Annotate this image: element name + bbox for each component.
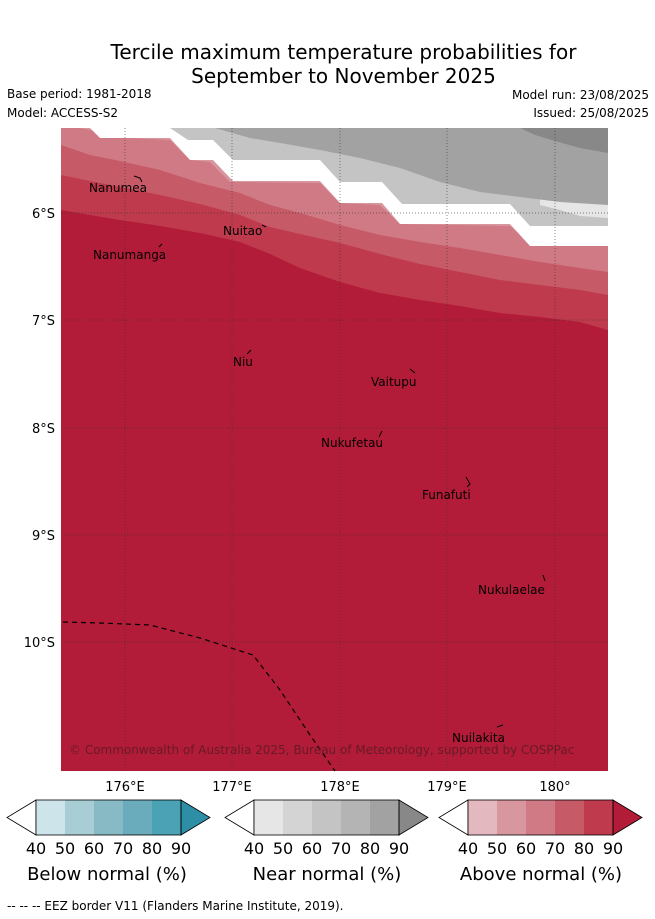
probability-bands (61, 128, 608, 771)
colorbar-outline (467, 799, 614, 836)
below-normal-label: Below normal (%) (27, 864, 187, 885)
island-label: Nanumea (89, 181, 147, 195)
colorbar-outline (35, 799, 182, 836)
colorbar-tick-label: 60 (516, 839, 536, 858)
island-label: Nanumanga (93, 248, 166, 262)
colorbar-segment (152, 800, 181, 835)
colorbar-low-extension (6, 799, 37, 836)
latitude-labels: 6°S 7°S 8°S 9°S 10°S (24, 207, 55, 651)
graticule (61, 128, 608, 771)
colorbar-tick-label: 70 (331, 839, 351, 858)
colorbar-legends: 40 50 60 70 80 90 40 50 60 70 80 90 40 50 60 70 80 90 (6, 799, 643, 858)
colorbar-tick-label: 50 (487, 839, 507, 858)
lon-label: 177°E (212, 780, 252, 795)
colorbar: 40 50 60 70 80 90 (438, 799, 643, 858)
island-label: Nuitao (223, 224, 262, 238)
colorbar-segment (94, 800, 123, 835)
colorbar-tick-label: 70 (545, 839, 565, 858)
lon-label: 176°E (105, 780, 145, 795)
colorbar: 40 50 60 70 80 90 (224, 799, 429, 858)
colorbar-segment (36, 800, 65, 835)
island-label: Vaitupu (371, 375, 417, 389)
colorbar-segment (283, 800, 312, 835)
map-title: Tercile maximum temperature probabilitie… (0, 40, 655, 88)
colorbar-segment (341, 800, 370, 835)
colorbar-tick-label: 50 (55, 839, 75, 858)
island-label: Funafuti (422, 488, 471, 502)
near-normal-label: Near normal (%) (252, 864, 402, 885)
island-label: Nukulaelae (478, 583, 545, 597)
title-line-1: Tercile maximum temperature probabilitie… (110, 40, 577, 64)
lat-label: 10°S (24, 636, 55, 651)
title-line-2: September to November 2025 (191, 64, 496, 88)
lat-label: 6°S (32, 207, 55, 222)
lon-label: 178°E (320, 780, 360, 795)
colorbar-segment (312, 800, 341, 835)
colorbar-tick-label: 40 (244, 839, 264, 858)
colorbar-high-extension (180, 799, 211, 836)
colorbar-tick-label: 90 (603, 839, 623, 858)
near-normal-80-band (520, 128, 608, 153)
island-label: Nukufetau (321, 436, 383, 450)
longitude-labels: 176°E 177°E 178°E 179°E 180° (105, 780, 570, 795)
colorbar-segment (65, 800, 94, 835)
colorbar-low-extension (438, 799, 469, 836)
near-normal-70-band (215, 128, 608, 205)
model-name: Model: ACCESS-S2 (7, 106, 119, 120)
colorbar-segment (526, 800, 555, 835)
lon-label: 180° (539, 780, 570, 795)
model-run: Model run: 23/08/2025 (511, 88, 649, 102)
colorbar-segment (584, 800, 613, 835)
lon-label: 179°E (427, 780, 467, 795)
colorbar-tick-label: 50 (273, 839, 293, 858)
colorbar-high-extension (398, 799, 429, 836)
lat-label: 7°S (32, 314, 55, 329)
colorbar-tick-label: 60 (84, 839, 104, 858)
colorbar-tick-label: 40 (458, 839, 478, 858)
eez-border (62, 621, 336, 772)
colorbar-tick-label: 80 (574, 839, 594, 858)
colorbar-tick-label: 90 (171, 839, 191, 858)
above-normal-label: Above normal (%) (459, 864, 623, 885)
colorbar-segment (555, 800, 584, 835)
island-labels: Nanumea Nuitao Nanumanga Niu Vaitupu Nuk… (89, 181, 545, 745)
issued-date: Issued: 25/08/2025 (533, 106, 649, 120)
colorbar-segment (370, 800, 399, 835)
colorbar-outline (253, 799, 400, 836)
colorbar-tick-label: 80 (360, 839, 380, 858)
colorbar-segment (468, 800, 497, 835)
colorbar-segment (254, 800, 283, 835)
base-period: Base period: 1981-2018 (7, 87, 152, 101)
colorbar-tick-label: 70 (113, 839, 133, 858)
island-label: Niu (233, 355, 253, 369)
colorbar-tick-label: 90 (389, 839, 409, 858)
copyright-notice: © Commonwealth of Australia 2025, Bureau… (69, 743, 574, 757)
colorbar-tick-label: 60 (302, 839, 322, 858)
island-outlines (133, 175, 546, 728)
lat-label: 9°S (32, 529, 55, 544)
colorbar-low-extension (224, 799, 255, 836)
island-label: Nuilakita (452, 731, 505, 745)
colorbar-tick-label: 40 (26, 839, 46, 858)
lat-label: 8°S (32, 422, 55, 437)
colorbar-high-extension (612, 799, 643, 836)
colorbar-tick-label: 80 (142, 839, 162, 858)
colorbar-segment (497, 800, 526, 835)
colorbar-segment (123, 800, 152, 835)
colorbar: 40 50 60 70 80 90 (6, 799, 211, 858)
eez-footnote: -- -- -- EEZ border V11 (Flanders Marine… (7, 899, 344, 913)
